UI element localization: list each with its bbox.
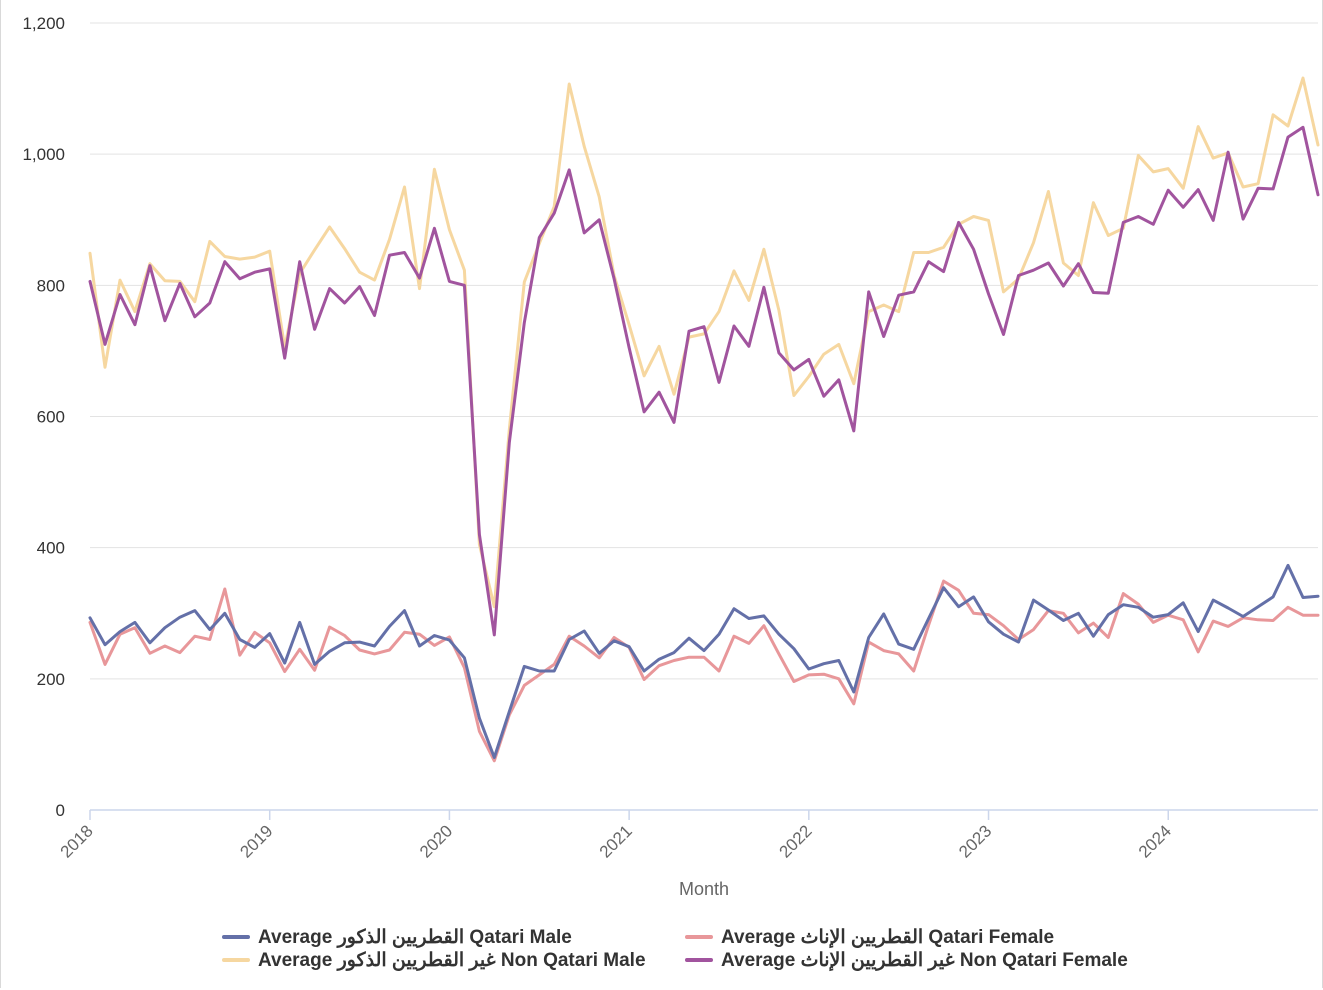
y-tick-label: 200: [37, 670, 65, 689]
legend-item-non-qatari-female[interactable]: Average غير القطريين الإناث Non Qatari F…: [685, 948, 1128, 972]
legend-label-qatari-male: Average القطريين الذكور Qatari Male: [258, 926, 572, 948]
legend-label-qatari-female: Average القطريين الإناث Qatari Female: [721, 926, 1055, 948]
x-tick-label: 2024: [1135, 821, 1175, 861]
legend-label-non-qatari-female: Average غير القطريين الإناث Non Qatari F…: [721, 949, 1128, 971]
x-axis: 2018 2019 2020 2021 2022 2023 2024: [57, 809, 1318, 862]
legend-item-qatari-female[interactable]: Average القطريين الإناث Qatari Female: [685, 925, 1054, 949]
legend-swatch-non-qatari-male: [222, 958, 250, 962]
legend-swatch-non-qatari-female: [685, 958, 713, 962]
series-line-qatari-male[interactable]: [88, 563, 1320, 759]
y-axis: 0 200 400 600 800 1,000 1,200: [22, 14, 65, 820]
line-chart: 0 200 400 600 800 1,000 1,200 2018 2019 2020 2021…: [22, 14, 1320, 899]
y-gridlines: [90, 22, 1318, 680]
y-tick-label: 1,200: [22, 14, 65, 33]
x-tick-label: 2020: [416, 821, 456, 861]
x-tick-label: 2023: [955, 821, 995, 861]
y-tick-label: 1,000: [22, 145, 65, 164]
legend-item-qatari-male[interactable]: Average القطريين الذكور Qatari Male: [222, 925, 572, 949]
series-line-non-qatari-male[interactable]: [88, 76, 1320, 609]
x-axis-title: Month: [679, 879, 729, 899]
x-tick-label: 2021: [596, 821, 636, 861]
legend-swatch-qatari-female: [685, 935, 713, 939]
y-tick-label: 800: [37, 276, 65, 295]
legend-label-non-qatari-male: Average غير القطريين الذكور Non Qatari M…: [258, 949, 646, 971]
x-tick-label: 2022: [775, 821, 815, 861]
legend: Average القطريين الذكور Qatari Male Aver…: [0, 925, 1323, 975]
y-tick-label: 0: [56, 801, 65, 820]
x-tick-label: 2018: [57, 821, 97, 861]
y-tick-label: 400: [37, 539, 65, 558]
y-tick-label: 600: [37, 408, 65, 427]
series-line-qatari-female[interactable]: [88, 579, 1320, 763]
series-lines: [88, 76, 1320, 763]
series-line-non-qatari-female[interactable]: [88, 125, 1320, 637]
legend-item-non-qatari-male[interactable]: Average غير القطريين الذكور Non Qatari M…: [222, 948, 646, 972]
legend-swatch-qatari-male: [222, 935, 250, 939]
x-tick-label: 2019: [236, 821, 276, 861]
